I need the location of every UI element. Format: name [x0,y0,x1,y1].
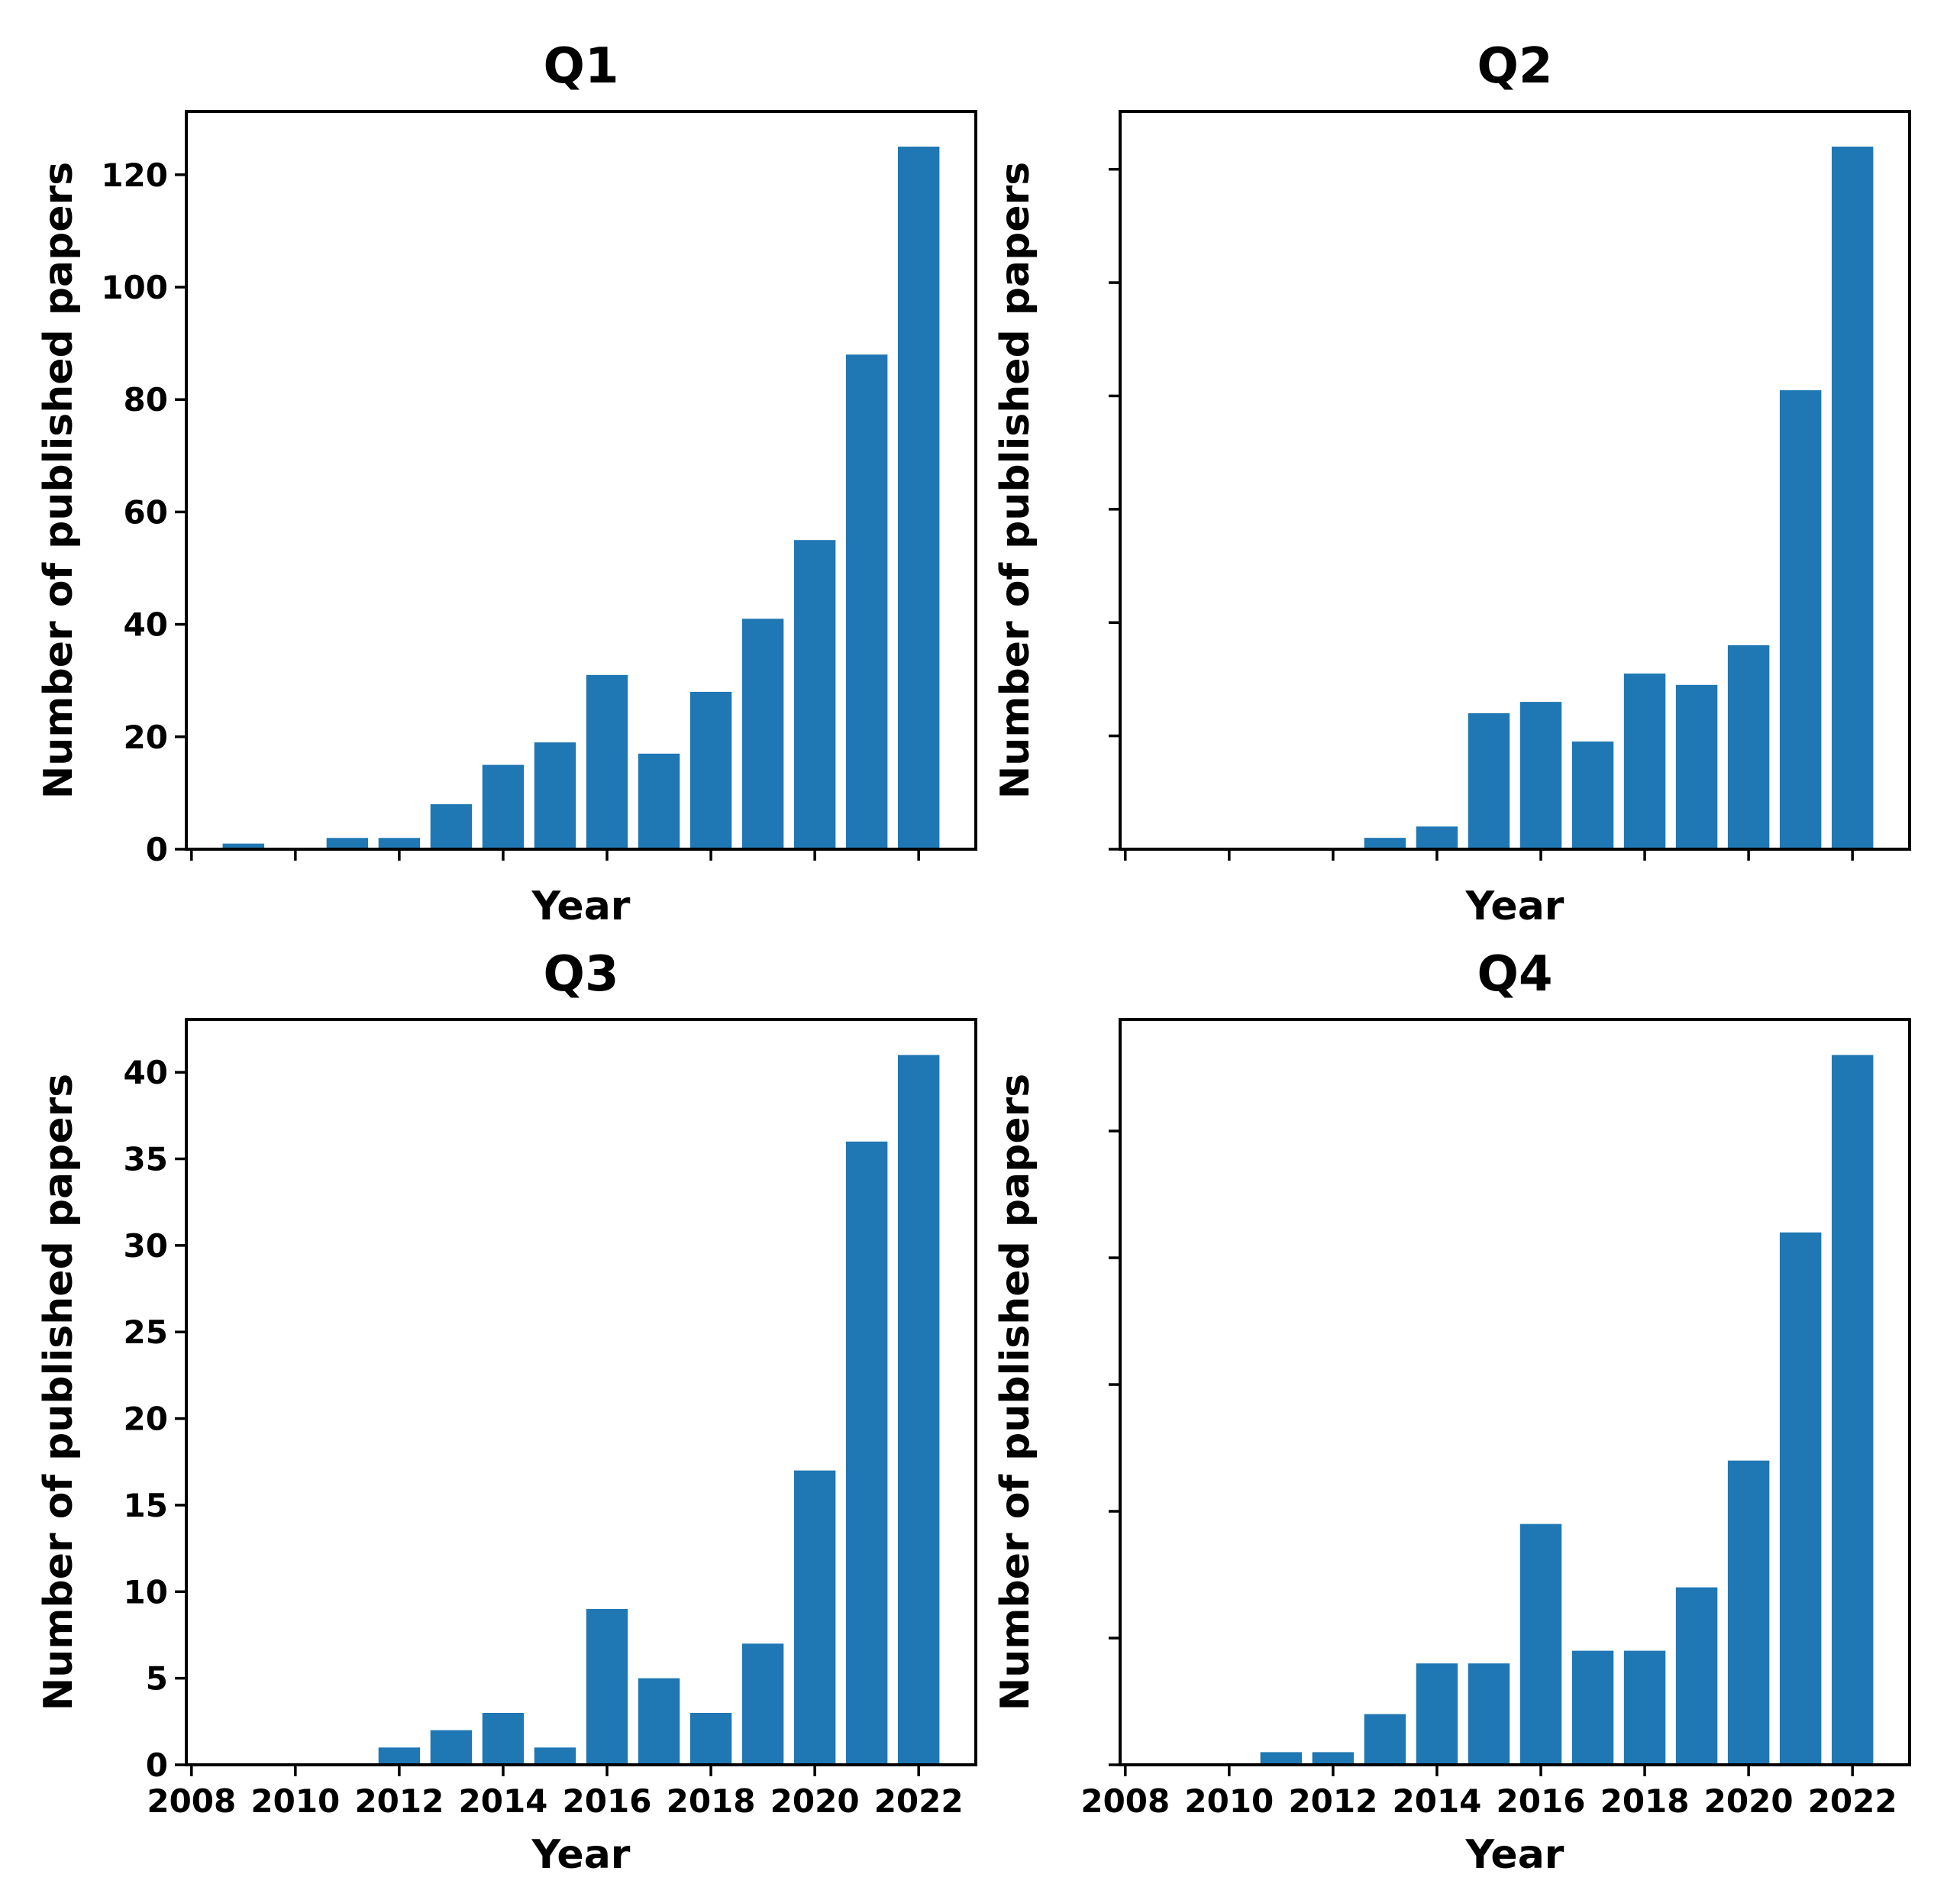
bar-q4-2020 [1727,1460,1770,1765]
bar-q2-2019 [1675,684,1718,849]
y-tick-label-q3-5: 5 [146,1660,168,1698]
bar-q1-2012 [378,838,421,849]
bar-q4-2018 [1623,1650,1666,1765]
y-axis-label-q2: Number of published papers [993,162,1038,800]
y-tick-label-q1-100: 100 [101,269,168,306]
bar-q1-2011 [326,838,369,849]
bar-q2-2017 [1571,742,1614,849]
bar-q1-2022 [897,147,940,849]
y-axis-label-q1: Number of published papers [36,162,82,800]
bar-q1-2018 [689,691,732,849]
bar-q3-2012 [378,1747,421,1765]
y-tick-label-q1-80: 80 [124,381,168,418]
bar-q1-2020 [793,540,836,849]
x-axis-label-q3: Year [531,1832,631,1878]
bar-q2-2018 [1623,674,1666,849]
chart-title-q1: Q1 [544,38,619,95]
y-tick-label-q3-10: 10 [124,1573,168,1611]
x-axis-label-q2: Year [1465,884,1564,929]
x-tick-label-q3-2022: 2022 [874,1782,964,1820]
y-tick-label-q3-35: 35 [124,1141,168,1178]
x-tick-label-q4-2012: 2012 [1288,1782,1377,1820]
bar-q1-2021 [845,354,888,849]
y-tick-label-q1-20: 20 [124,719,168,756]
x-tick-label-q4-2020: 2020 [1704,1782,1794,1820]
bar-q3-2014 [482,1712,525,1765]
bar-q1-2019 [741,619,784,849]
x-tick-label-q3-2014: 2014 [459,1782,548,1820]
y-tick-label-q3-15: 15 [124,1487,168,1524]
y-tick-label-q1-40: 40 [124,606,168,644]
chart-title-q4: Q4 [1477,946,1553,1003]
axes-frame-q1 [185,110,977,851]
bar-q3-2019 [741,1643,784,1765]
x-tick-label-q4-2018: 2018 [1600,1782,1690,1820]
x-tick-label-q3-2020: 2020 [770,1782,860,1820]
bar-q1-2009 [222,843,265,849]
bar-q2-2020 [1727,645,1770,849]
bar-q2-2013 [1364,838,1406,849]
y-tick-label-q3-30: 30 [124,1227,168,1265]
bar-q3-2020 [793,1470,836,1765]
x-axis-label-q4: Year [1465,1832,1564,1878]
x-tick-label-q4-2008: 2008 [1080,1782,1170,1820]
x-tick-label-q4-2016: 2016 [1497,1782,1586,1820]
bar-q1-2016 [586,674,628,849]
bar-q2-2022 [1831,147,1874,849]
bar-q4-2015 [1468,1663,1510,1765]
bar-q4-2021 [1779,1232,1822,1765]
x-tick-label-q3-2016: 2016 [563,1782,652,1820]
bar-q3-2016 [586,1608,628,1765]
bar-q3-2015 [534,1747,576,1765]
bar-q3-2018 [689,1712,732,1765]
y-tick-label-q1-120: 120 [101,157,168,194]
x-tick-label-q3-2010: 2010 [250,1782,340,1820]
bar-q2-2016 [1519,702,1562,849]
bar-q2-2014 [1416,826,1458,849]
bar-q3-2017 [638,1678,680,1765]
x-tick-label-q3-2018: 2018 [667,1782,756,1820]
y-tick-label-q3-25: 25 [124,1313,168,1351]
y-axis-label-q3: Number of published papers [36,1074,82,1711]
chart-title-q3: Q3 [544,946,619,1003]
bar-q3-2022 [897,1055,940,1765]
bar-q4-2012 [1312,1752,1355,1765]
axes-frame-q2 [1119,110,1911,851]
x-tick-label-q4-2022: 2022 [1808,1782,1897,1820]
bar-q3-2013 [430,1730,473,1765]
x-tick-label-q3-2012: 2012 [354,1782,444,1820]
axes-frame-q4 [1119,1018,1911,1766]
x-tick-label-q4-2010: 2010 [1184,1782,1274,1820]
bar-q4-2022 [1831,1055,1874,1765]
bar-q4-2011 [1260,1752,1303,1765]
x-axis-label-q1: Year [531,884,631,929]
chart-title-q2: Q2 [1477,38,1553,95]
bar-q2-2021 [1779,390,1822,850]
bar-q1-2017 [638,753,680,849]
bar-q4-2014 [1416,1663,1458,1765]
y-tick-label-q3-40: 40 [124,1054,168,1091]
bar-q3-2021 [845,1141,888,1765]
bar-q1-2013 [430,804,473,849]
bar-q4-2019 [1675,1587,1718,1765]
bar-q4-2016 [1519,1523,1562,1765]
bar-q2-2015 [1468,712,1510,849]
x-tick-label-q4-2014: 2014 [1393,1782,1482,1820]
y-tick-label-q3-0: 0 [146,1746,168,1784]
y-tick-label-q1-0: 0 [146,831,168,868]
axes-frame-q3 [185,1018,977,1766]
y-axis-label-q4: Number of published papers [993,1074,1038,1711]
x-tick-label-q3-2008: 2008 [147,1782,236,1820]
bar-q1-2015 [534,742,576,849]
bar-q4-2013 [1364,1714,1406,1765]
y-tick-label-q3-20: 20 [124,1401,168,1438]
bar-q4-2017 [1571,1650,1614,1765]
y-tick-label-q1-60: 60 [124,493,168,531]
bar-q1-2014 [482,764,525,849]
